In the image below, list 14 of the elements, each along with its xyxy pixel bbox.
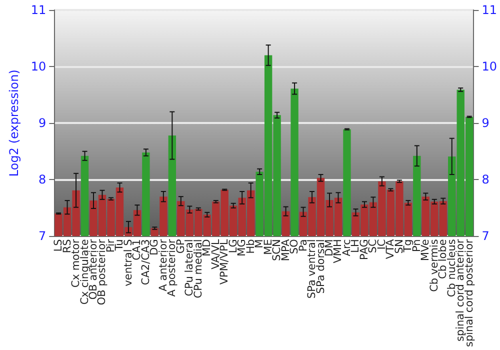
y-tick-label: 7 (38, 229, 46, 244)
y-tick-label: 10 (30, 60, 46, 74)
y-tick-label: 9 (38, 116, 46, 130)
y2-tick-label: 9 (482, 116, 490, 130)
x-tick-label: Tg (402, 239, 414, 254)
y2-tick-label: 8 (482, 172, 490, 187)
x-tick-label: A posterior (166, 238, 178, 297)
y2-tick-label: 11 (482, 3, 498, 17)
y2-tick-label: 7 (482, 229, 490, 244)
y-axis-title: Log2 (expression) (7, 70, 21, 177)
y-tick-label: 11 (30, 3, 46, 17)
x-tick-label: spinal cord posterior (463, 238, 476, 348)
y2-tick-label: 10 (482, 60, 498, 74)
y-tick-label: 8 (38, 172, 46, 187)
